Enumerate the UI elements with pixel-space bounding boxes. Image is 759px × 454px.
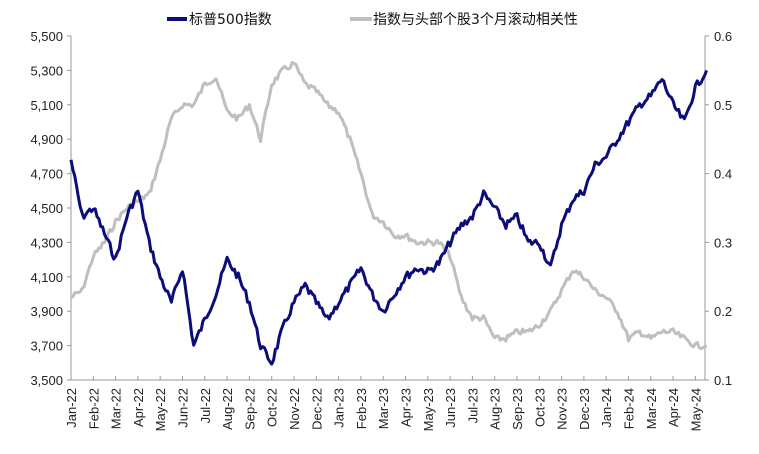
x-tick-label: May-24: [688, 388, 703, 431]
legend-label-correlation: 指数与头部个股3个月滚动相关性: [373, 11, 578, 28]
y-left-tick-label: 4,500: [30, 201, 63, 216]
y-right-tick-label: 0.6: [714, 29, 732, 44]
y-left-tick-label: 4,100: [30, 270, 63, 285]
y-right-tick-label: 0.1: [714, 373, 732, 388]
y-left-tick-label: 5,300: [30, 63, 63, 78]
y-left-tick-label: 4,300: [30, 235, 63, 250]
x-tick-label: Jan-22: [64, 388, 79, 428]
x-tick-label: Apr-23: [399, 388, 414, 427]
x-tick-label: Nov-23: [555, 388, 570, 430]
x-tick-label: Aug-22: [220, 388, 235, 430]
x-tick-label: Sep-22: [242, 388, 257, 430]
x-tick-label: Oct-23: [532, 388, 547, 427]
legend: 标普500指数 指数与头部个股3个月滚动相关性: [167, 11, 578, 28]
x-tick-label: Apr-24: [666, 388, 681, 427]
series-line-sp500: [69, 69, 708, 366]
y-right-tick-label: 0.5: [714, 98, 732, 113]
y-right-tick-label: 0.2: [714, 304, 732, 319]
x-tick-label: Apr-22: [131, 388, 146, 427]
y-right-tick-label: 0.4: [714, 167, 732, 182]
x-tick-label: Feb-23: [354, 388, 369, 429]
x-tick-label: Jun-22: [176, 388, 191, 428]
y-left-tick-label: 3,900: [30, 304, 63, 319]
x-tick-label: Mar-23: [376, 388, 391, 429]
x-tick-label: Dec-23: [577, 388, 592, 430]
y-left-tick-label: 4,900: [30, 132, 63, 147]
x-tick-label: Nov-22: [287, 388, 302, 430]
x-tick-label: Dec-22: [309, 388, 324, 430]
axes: 3,500 3,700 3,900 4,100 4,300 4,500 4,700 4,900…: [30, 29, 732, 431]
series-line-correlation: [70, 61, 708, 351]
x-tick-label: Jan-23: [332, 388, 347, 428]
y-left-tick-label: 5,500: [30, 29, 63, 44]
y-left-tick-label: 4,700: [30, 167, 63, 182]
x-tick-label: Jun-23: [443, 388, 458, 428]
x-tick-label: Mar-24: [644, 388, 659, 429]
x-tick-label: Jul-22: [198, 388, 213, 423]
y-right-tick-label: 0.3: [714, 235, 732, 250]
x-tick-label: Jan-24: [599, 388, 614, 428]
legend-label-sp500: 标普500指数: [189, 12, 272, 28]
x-tick-label: May-22: [153, 388, 168, 431]
x-tick-label: Aug-23: [488, 388, 503, 430]
x-tick-label: Sep-23: [510, 388, 525, 430]
x-tick-label: Mar-22: [109, 388, 124, 429]
y-left-tick-label: 5,100: [30, 98, 63, 113]
y-left-tick-label: 3,700: [30, 339, 63, 354]
x-tick-label: Feb-24: [622, 388, 637, 429]
y-left-tick-label: 3,500: [30, 373, 63, 388]
x-tick-label: Feb-22: [86, 388, 101, 429]
x-tick-label: May-23: [421, 388, 436, 431]
x-tick-label: Oct-22: [265, 388, 280, 427]
series-lines: [69, 61, 708, 366]
x-tick-label: Jul-23: [465, 388, 480, 423]
